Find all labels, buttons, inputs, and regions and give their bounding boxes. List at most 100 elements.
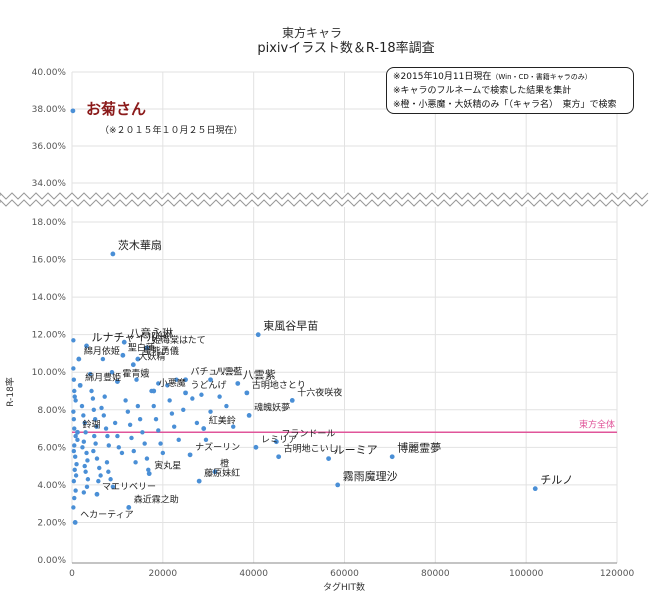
data-point bbox=[104, 460, 110, 465]
data-point bbox=[289, 397, 295, 403]
point-label: 紅美鈴 bbox=[209, 415, 236, 427]
data-point bbox=[71, 448, 77, 454]
x-tick-label: 40000 bbox=[239, 569, 268, 579]
data-point bbox=[109, 370, 115, 375]
data-point bbox=[130, 362, 136, 368]
point-label: 博麗霊夢 bbox=[397, 442, 441, 455]
data-point bbox=[72, 467, 77, 473]
data-point bbox=[127, 422, 133, 427]
note-3: ※橙・小悪魔・大妖精のみ「（キャラ名） 東方」で検索 bbox=[393, 100, 617, 110]
data-point bbox=[183, 390, 188, 396]
data-point bbox=[91, 407, 97, 412]
data-point bbox=[151, 388, 157, 394]
data-point bbox=[97, 465, 102, 471]
point-label: 鈴瑚 bbox=[82, 418, 100, 430]
data-point bbox=[74, 462, 79, 467]
data-point bbox=[115, 433, 120, 439]
x-tick-label: 100000 bbox=[509, 569, 544, 579]
data-point bbox=[71, 409, 76, 414]
point-label: 藤原妹紅 bbox=[204, 467, 240, 479]
data-point bbox=[156, 428, 161, 433]
data-point bbox=[255, 332, 261, 338]
point-label: 綿月依姫 bbox=[84, 345, 120, 357]
point-label: ルナチャイルド bbox=[92, 331, 169, 344]
data-point bbox=[71, 478, 77, 484]
y-tick-label: 12.00% bbox=[32, 331, 67, 341]
data-point bbox=[144, 456, 150, 461]
upper-y-tick-labels: 40.00% 38.00% 36.00% 34.00% bbox=[32, 68, 67, 189]
y-tick-label: 2.00% bbox=[37, 518, 66, 528]
data-point bbox=[83, 430, 88, 435]
data-point bbox=[224, 403, 229, 409]
data-point bbox=[94, 491, 100, 497]
data-point bbox=[94, 424, 99, 429]
data-point bbox=[135, 356, 141, 362]
data-point bbox=[133, 460, 138, 465]
y-tick-label: 38.00% bbox=[32, 105, 67, 115]
data-point bbox=[253, 444, 259, 450]
data-point bbox=[71, 505, 76, 510]
data-point bbox=[112, 420, 118, 426]
data-point bbox=[126, 505, 132, 510]
chart-title: 東方キャラ bbox=[282, 25, 342, 40]
lower-y-tick-labels: 18.00% 16.00% 14.00% 12.00% 10.00% 8.00% 6.00%… bbox=[32, 218, 67, 566]
data-point bbox=[103, 426, 109, 431]
note-2: ※キャラのフルネームで検索した結果を集計 bbox=[393, 86, 572, 96]
data-point bbox=[174, 377, 179, 382]
data-point bbox=[71, 377, 77, 382]
point-label: 大妖精 bbox=[138, 351, 165, 363]
data-point bbox=[121, 339, 127, 345]
data-point bbox=[90, 396, 96, 401]
data-point bbox=[92, 433, 97, 439]
data-point bbox=[72, 495, 77, 501]
data-point bbox=[212, 469, 218, 475]
point-label: 綿月豊姫 bbox=[85, 371, 121, 383]
x-axis-label: タグHIT数 bbox=[323, 581, 365, 593]
point-label: フランドール bbox=[281, 429, 335, 440]
data-points bbox=[70, 108, 538, 525]
note-1: ※2015年10月11日現在（Win・CD・書籍キャラのみ） bbox=[393, 72, 592, 82]
data-point bbox=[110, 251, 116, 257]
data-point bbox=[196, 478, 202, 484]
point-label: 八雲紫 bbox=[243, 368, 276, 381]
point-label: ナズーリン bbox=[195, 441, 240, 453]
point-label: 橙 bbox=[220, 458, 229, 470]
point-label: 森近霖之助 bbox=[134, 493, 179, 505]
point-label: 東風谷早苗 bbox=[263, 320, 318, 333]
data-point bbox=[81, 490, 87, 495]
data-point bbox=[83, 469, 88, 474]
data-point bbox=[199, 392, 204, 397]
data-point bbox=[92, 416, 98, 422]
x-tick-label: 0 bbox=[69, 569, 75, 579]
point-label: 古明地さとり bbox=[252, 379, 306, 391]
data-point bbox=[125, 409, 131, 414]
data-point bbox=[135, 403, 141, 409]
data-point bbox=[187, 452, 193, 458]
point-label: 八意永琳 bbox=[129, 326, 173, 340]
data-point bbox=[137, 416, 143, 422]
data-point bbox=[146, 467, 151, 473]
special-point-note: （※２０１５年１０月２５日現在） bbox=[100, 124, 243, 136]
data-point bbox=[102, 394, 107, 399]
data-point bbox=[91, 448, 96, 454]
data-point bbox=[82, 420, 87, 426]
point-label: ルーミア bbox=[334, 444, 378, 457]
data-point bbox=[176, 437, 181, 443]
point-label: 霍青娥 bbox=[122, 368, 149, 380]
data-point bbox=[156, 381, 161, 386]
notes-box: ※2015年10月11日現在（Win・CD・書籍キャラのみ） ※キャラのフルネー… bbox=[386, 67, 634, 114]
data-point bbox=[165, 383, 170, 388]
data-point bbox=[181, 407, 186, 412]
data-point bbox=[71, 338, 76, 343]
axis-break-bottom bbox=[0, 199, 649, 207]
data-point bbox=[151, 403, 156, 409]
data-point bbox=[72, 520, 78, 525]
data-point bbox=[72, 388, 77, 394]
data-point bbox=[101, 413, 106, 418]
data-point bbox=[72, 426, 77, 431]
y-tick-label: 36.00% bbox=[32, 142, 67, 152]
data-point bbox=[81, 413, 86, 418]
data-point bbox=[246, 413, 252, 418]
data-point bbox=[75, 429, 80, 435]
data-point bbox=[532, 486, 538, 492]
